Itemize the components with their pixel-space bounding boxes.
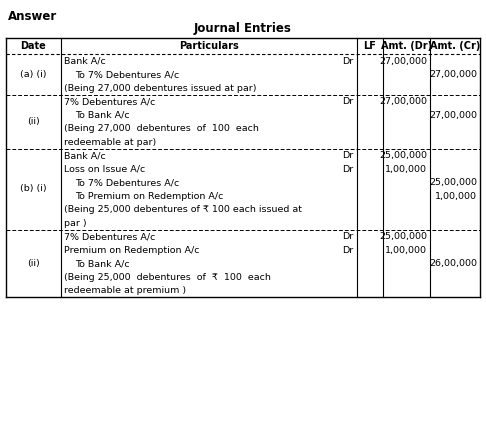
Text: Dr: Dr	[343, 57, 354, 66]
Text: Date: Date	[20, 41, 46, 51]
Text: Dr: Dr	[343, 97, 354, 106]
Text: 1,00,000: 1,00,000	[385, 165, 427, 174]
Text: (Being 25,000 debentures of ₹ 100 each issued at: (Being 25,000 debentures of ₹ 100 each i…	[64, 206, 301, 214]
Text: 1,00,000: 1,00,000	[435, 192, 477, 201]
Text: Dr: Dr	[343, 246, 354, 255]
Text: (Being 27,000 debentures issued at par): (Being 27,000 debentures issued at par)	[64, 84, 256, 93]
Text: To Bank A/c: To Bank A/c	[75, 111, 130, 120]
Text: 25,00,000: 25,00,000	[379, 151, 427, 161]
Text: (a) (i): (a) (i)	[20, 70, 47, 79]
Text: To 7% Debentures A/c: To 7% Debentures A/c	[75, 71, 180, 79]
Text: 27,00,000: 27,00,000	[379, 57, 427, 66]
Text: 7% Debentures A/c: 7% Debentures A/c	[64, 97, 155, 106]
Text: (Being 27,000  debentures  of  100  each: (Being 27,000 debentures of 100 each	[64, 124, 259, 134]
Text: 27,00,000: 27,00,000	[429, 111, 477, 120]
Text: Dr: Dr	[343, 151, 354, 161]
Text: 7% Debentures A/c: 7% Debentures A/c	[64, 232, 155, 241]
Text: Amt. (Cr): Amt. (Cr)	[430, 41, 480, 51]
Text: Journal Entries: Journal Entries	[194, 22, 292, 35]
Text: LF: LF	[364, 41, 376, 51]
Text: redeemable at premium ): redeemable at premium )	[64, 286, 186, 295]
Text: Loss on Issue A/c: Loss on Issue A/c	[64, 165, 145, 174]
Text: Dr: Dr	[343, 165, 354, 174]
Text: (ii): (ii)	[27, 117, 40, 126]
Text: Premium on Redemption A/c: Premium on Redemption A/c	[64, 246, 199, 255]
Text: (ii): (ii)	[27, 259, 40, 268]
Text: 25,00,000: 25,00,000	[429, 179, 477, 187]
Text: (b) (i): (b) (i)	[20, 184, 47, 194]
Text: 27,00,000: 27,00,000	[429, 71, 477, 79]
Text: 25,00,000: 25,00,000	[379, 232, 427, 241]
Text: 1,00,000: 1,00,000	[385, 246, 427, 255]
Text: Bank A/c: Bank A/c	[64, 151, 105, 161]
Text: Bank A/c: Bank A/c	[64, 57, 105, 66]
Text: Particulars: Particulars	[179, 41, 239, 51]
Text: par ): par )	[64, 219, 86, 228]
Text: Amt. (Dr): Amt. (Dr)	[381, 41, 432, 51]
Text: To Premium on Redemption A/c: To Premium on Redemption A/c	[75, 192, 224, 201]
Text: To Bank A/c: To Bank A/c	[75, 259, 130, 269]
Text: (Being 25,000  debentures  of  ₹  100  each: (Being 25,000 debentures of ₹ 100 each	[64, 273, 270, 282]
Text: 27,00,000: 27,00,000	[379, 97, 427, 106]
Text: To 7% Debentures A/c: To 7% Debentures A/c	[75, 179, 180, 187]
Text: 26,00,000: 26,00,000	[429, 259, 477, 269]
Text: Answer: Answer	[8, 10, 57, 23]
Text: Dr: Dr	[343, 232, 354, 241]
Text: redeemable at par): redeemable at par)	[64, 138, 156, 147]
